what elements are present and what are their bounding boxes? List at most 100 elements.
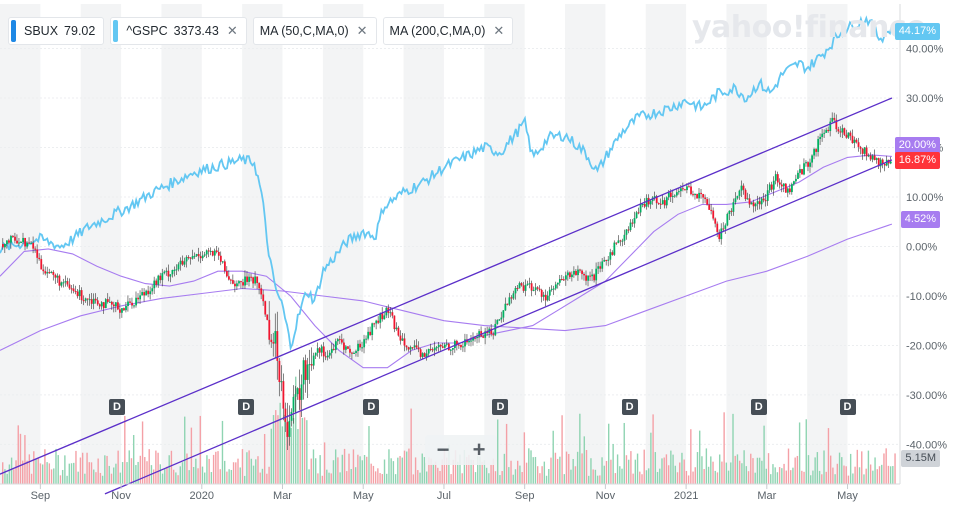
volume-bar bbox=[261, 468, 264, 484]
volume-bar bbox=[337, 457, 339, 484]
volume-bar bbox=[781, 468, 783, 484]
candle-body bbox=[857, 142, 860, 147]
x-tick-label: May bbox=[353, 490, 374, 502]
trend-channel[interactable] bbox=[0, 97, 893, 495]
volume-bar bbox=[503, 453, 506, 484]
dividend-marker[interactable]: D bbox=[621, 399, 638, 415]
candle-body bbox=[52, 271, 55, 275]
x-tick-label: Sep bbox=[31, 490, 51, 502]
candle-body bbox=[859, 146, 862, 149]
candle-body bbox=[117, 302, 119, 310]
dividend-marker[interactable]: D bbox=[839, 399, 856, 415]
candle-body bbox=[278, 360, 281, 383]
volume-bar bbox=[272, 415, 275, 484]
volume-bar bbox=[876, 469, 878, 484]
volume-bar bbox=[84, 473, 86, 484]
candle-body bbox=[450, 349, 452, 351]
candle-body bbox=[228, 276, 230, 280]
volume-bar bbox=[656, 471, 659, 484]
close-icon[interactable]: ✕ bbox=[356, 23, 368, 38]
candle-body bbox=[312, 355, 315, 366]
volume-bar bbox=[621, 468, 623, 484]
volume-bar bbox=[124, 416, 126, 484]
candle-body bbox=[682, 188, 684, 190]
yahoo-finance-logo: yahoo!finance bbox=[692, 10, 926, 45]
candle-body bbox=[302, 360, 305, 385]
candle-body bbox=[361, 347, 364, 349]
volume-bar bbox=[765, 468, 768, 484]
dividend-marker[interactable]: D bbox=[238, 399, 255, 415]
candle-body bbox=[829, 121, 832, 132]
candle-body bbox=[625, 229, 628, 235]
volume-bar bbox=[636, 453, 639, 484]
candle-body bbox=[115, 302, 117, 307]
dividend-marker[interactable]: D bbox=[492, 399, 509, 415]
volume-bar bbox=[841, 457, 843, 484]
candle-body bbox=[496, 320, 499, 324]
candle-body bbox=[256, 276, 259, 283]
month-band bbox=[403, 4, 444, 484]
candle-body bbox=[597, 266, 600, 269]
volume-bar bbox=[878, 466, 881, 484]
volume-bar bbox=[297, 429, 299, 484]
candle-body bbox=[748, 198, 751, 205]
volume-bar bbox=[223, 460, 226, 484]
legend-chip-ma200[interactable]: MA (200,C,MA,0) ✕ bbox=[382, 17, 514, 45]
candle-body bbox=[284, 408, 287, 422]
candle-body bbox=[474, 337, 477, 339]
candle-body bbox=[623, 234, 626, 241]
close-icon[interactable]: ✕ bbox=[226, 23, 238, 38]
candle-body bbox=[587, 275, 590, 281]
candle-body bbox=[22, 237, 24, 243]
candle-body bbox=[167, 270, 170, 277]
volume-bar bbox=[849, 453, 852, 484]
volume-bar bbox=[288, 430, 290, 484]
candle-body bbox=[143, 292, 146, 296]
legend-chip-ma50[interactable]: MA (50,C,MA,0) ✕ bbox=[252, 17, 377, 45]
legend-symbol: ^GSPC bbox=[126, 24, 168, 38]
dividend-marker[interactable]: D bbox=[109, 399, 126, 415]
candle-body bbox=[560, 279, 563, 281]
volume-bar bbox=[479, 456, 481, 484]
dividend-marker[interactable]: D bbox=[750, 399, 767, 415]
legend-chip-sbux[interactable]: SBUX 79.02 bbox=[8, 17, 105, 45]
volume-bar bbox=[674, 465, 676, 484]
candle-body bbox=[397, 327, 400, 336]
candle-body bbox=[48, 272, 51, 274]
volume-bar bbox=[259, 472, 261, 484]
candle-body bbox=[252, 277, 255, 284]
volume-bar bbox=[437, 467, 439, 484]
candle-body bbox=[536, 287, 539, 289]
candle-body bbox=[435, 347, 438, 349]
candle-body bbox=[609, 252, 612, 260]
x-tick-label: Nov bbox=[111, 490, 131, 502]
close-icon[interactable]: ✕ bbox=[493, 23, 505, 38]
volume-bar bbox=[465, 457, 468, 484]
candle-body bbox=[524, 284, 527, 291]
candle-body bbox=[817, 138, 820, 152]
volume-bar bbox=[805, 419, 807, 484]
zoom-in-button[interactable]: + bbox=[472, 437, 486, 462]
candle-body bbox=[653, 196, 656, 198]
candle-body bbox=[470, 340, 472, 342]
candle-body bbox=[552, 288, 555, 290]
volume-bar bbox=[505, 423, 508, 484]
y-tick-label: -20.00% bbox=[906, 340, 947, 352]
volume-bar bbox=[630, 451, 632, 484]
candle-body bbox=[776, 174, 779, 183]
candle-body bbox=[512, 293, 515, 299]
volume-bar bbox=[821, 474, 823, 484]
candle-body bbox=[734, 198, 737, 203]
volume-bar bbox=[570, 469, 572, 484]
volume-bar bbox=[110, 473, 113, 484]
candle-body bbox=[66, 281, 69, 285]
volume-bar bbox=[548, 469, 550, 484]
volume-bar bbox=[368, 426, 370, 484]
zoom-out-button[interactable]: − bbox=[436, 437, 450, 462]
dividend-marker[interactable]: D bbox=[363, 399, 380, 415]
legend-chip-gspc[interactable]: ^GSPC 3373.43 ✕ bbox=[110, 17, 247, 45]
candle-body bbox=[784, 183, 787, 193]
volume-bar bbox=[350, 469, 352, 484]
volume-bar bbox=[30, 473, 33, 484]
